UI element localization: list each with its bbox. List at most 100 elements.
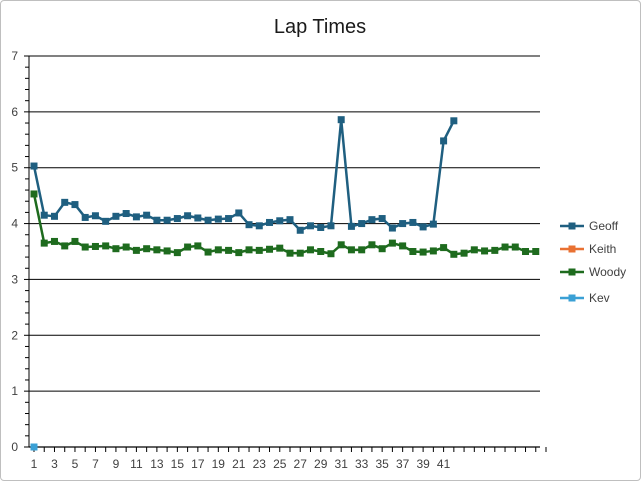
data-point-geoff <box>184 212 192 220</box>
x-tick-label: 7 <box>92 457 99 471</box>
legend-label: Woody <box>589 265 626 279</box>
data-point-woody <box>266 245 274 253</box>
series-woody <box>30 190 540 258</box>
data-point-geoff <box>347 222 355 230</box>
data-point-woody <box>143 245 151 253</box>
y-tick-label: 2 <box>11 328 18 342</box>
data-point-geoff <box>163 216 171 224</box>
data-point-geoff <box>388 224 396 232</box>
data-point-geoff <box>30 162 38 170</box>
data-point-geoff <box>143 211 151 219</box>
y-axis-ticks: 0 1 2 3 4 5 6 7 <box>11 49 30 454</box>
data-point-woody <box>153 246 161 254</box>
data-point-woody <box>470 246 478 254</box>
data-point-woody <box>347 246 355 254</box>
data-point-geoff <box>378 215 386 223</box>
data-point-woody <box>327 250 335 258</box>
data-point-geoff <box>409 218 417 226</box>
data-point-woody <box>102 242 110 250</box>
data-point-woody <box>378 245 386 253</box>
data-point-geoff <box>61 198 69 206</box>
data-point-geoff <box>429 220 437 228</box>
x-tick-label: 3 <box>51 457 58 471</box>
data-point-woody <box>225 246 233 254</box>
y-tick-label: 4 <box>11 217 18 231</box>
legend-swatch-marker <box>568 222 576 230</box>
data-point-geoff <box>50 212 58 220</box>
data-point-woody <box>450 250 458 258</box>
data-point-woody <box>460 249 468 257</box>
data-point-geoff <box>255 222 263 230</box>
data-point-geoff <box>91 212 99 220</box>
series-group <box>30 116 540 451</box>
data-point-woody <box>61 242 69 250</box>
data-point-geoff <box>266 218 274 226</box>
x-axis: 1 3 5 7 9 11 13 15 17 19 21 23 25 27 29 31 33 35 37 39 41 <box>29 446 547 471</box>
data-point-woody <box>91 242 99 250</box>
legend-swatch-marker <box>568 294 576 302</box>
data-point-woody <box>317 248 325 255</box>
x-tick-label: 41 <box>437 457 451 471</box>
data-point-geoff <box>306 222 314 230</box>
data-point-woody <box>491 246 499 254</box>
x-tick-label: 19 <box>212 457 226 471</box>
data-point-woody <box>419 248 427 256</box>
data-point-woody <box>255 246 263 254</box>
data-point-geoff <box>317 223 325 231</box>
x-tick-label: 39 <box>416 457 430 471</box>
x-tick-label: 35 <box>375 457 389 471</box>
data-point-woody <box>194 242 202 250</box>
gridlines <box>29 55 540 392</box>
x-tick-label: 11 <box>130 457 143 471</box>
data-point-woody <box>235 249 243 257</box>
data-point-woody <box>276 244 284 252</box>
data-point-geoff <box>440 137 448 145</box>
data-point-geoff <box>296 226 304 234</box>
x-tick-label: 1 <box>31 457 38 471</box>
legend-item-keith: Keith <box>560 242 616 256</box>
data-point-geoff <box>450 117 458 125</box>
data-point-woody <box>163 247 171 255</box>
data-point-woody <box>501 243 509 251</box>
x-tick-label: 29 <box>314 457 328 471</box>
data-point-woody <box>481 247 489 255</box>
y-tick-label: 6 <box>11 105 18 119</box>
data-point-woody <box>306 246 314 254</box>
x-tick-label: 33 <box>355 457 369 471</box>
data-point-woody <box>399 242 407 250</box>
x-tick-label: 27 <box>294 457 308 471</box>
data-point-woody <box>30 190 38 198</box>
x-tick-label: 17 <box>191 457 205 471</box>
data-point-woody <box>112 245 120 253</box>
legend-label: Kev <box>589 291 610 305</box>
x-tick-label: 25 <box>273 457 287 471</box>
data-point-woody <box>204 248 212 256</box>
data-point-geoff <box>368 216 376 224</box>
y-tick-label: 5 <box>11 161 18 175</box>
data-point-geoff <box>102 217 110 225</box>
data-point-woody <box>337 241 345 249</box>
x-tick-label: 37 <box>396 457 410 471</box>
data-point-geoff <box>204 216 212 224</box>
data-point-geoff <box>225 215 233 223</box>
data-point-geoff <box>132 213 140 221</box>
y-tick-label: 1 <box>11 384 18 398</box>
data-point-geoff <box>276 217 284 225</box>
data-point-woody <box>245 246 253 254</box>
data-point-woody <box>71 237 79 245</box>
series-line-woody <box>32 193 536 256</box>
data-point-woody <box>214 246 222 254</box>
x-tick-label: 5 <box>72 457 79 471</box>
x-tick-label: 31 <box>335 457 349 471</box>
x-tick-label: 9 <box>113 457 120 471</box>
data-point-woody <box>173 249 181 257</box>
legend-swatch-marker <box>568 245 576 253</box>
x-tick-label: 13 <box>150 457 164 471</box>
data-point-woody <box>532 248 540 255</box>
chart-title: Lap Times <box>274 16 366 38</box>
data-point-woody <box>132 246 140 254</box>
data-point-woody <box>409 248 417 255</box>
data-point-woody <box>429 247 437 255</box>
data-point-woody <box>388 239 396 247</box>
